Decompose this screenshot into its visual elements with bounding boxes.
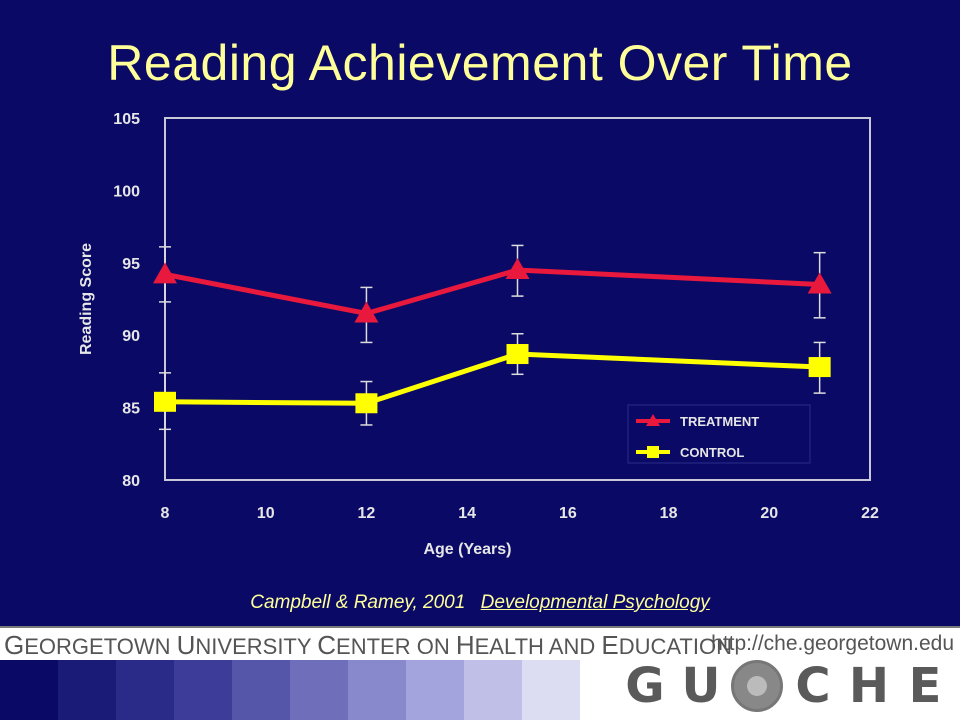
stripe bbox=[290, 660, 348, 720]
org-text-part: G bbox=[4, 630, 25, 660]
y-tick-label: 100 bbox=[113, 183, 140, 200]
footer-divider bbox=[0, 626, 960, 628]
logo-letter-h: H bbox=[848, 658, 890, 714]
logo-letter-g: G bbox=[625, 658, 665, 714]
logo-letter-c: C bbox=[795, 658, 831, 714]
org-text-part: ENTER ON bbox=[336, 634, 456, 659]
guche-logo: G U C H E bbox=[617, 658, 953, 714]
y-tick-label: 90 bbox=[122, 328, 140, 345]
stripe bbox=[464, 660, 522, 720]
legend-treatment-marker bbox=[646, 414, 660, 426]
x-tick-label: 12 bbox=[358, 505, 376, 522]
treatment-data-point bbox=[505, 258, 530, 280]
x-tick-label: 18 bbox=[660, 505, 678, 522]
x-tick-label: 22 bbox=[861, 505, 879, 522]
stripe bbox=[174, 660, 232, 720]
org-text-part: DUCATION bbox=[618, 634, 732, 659]
y-tick-label: 80 bbox=[122, 473, 140, 490]
x-tick-label: 8 bbox=[161, 505, 170, 522]
treatment-data-point bbox=[153, 262, 177, 284]
website-url[interactable]: http://che.georgetown.edu bbox=[711, 632, 954, 655]
treatment-data-point bbox=[354, 301, 379, 323]
control-data-point bbox=[506, 344, 529, 365]
org-text-part: NIVERSITY bbox=[195, 634, 318, 659]
treatment-data-point bbox=[807, 272, 832, 294]
y-axis-label: Reading Score bbox=[78, 243, 95, 355]
control-data-point bbox=[154, 391, 176, 412]
citation: Campbell & Ramey, 2001 Developmental Psy… bbox=[0, 592, 960, 614]
y-tick-label: 85 bbox=[122, 401, 140, 418]
control-data-point bbox=[355, 393, 378, 414]
stripe bbox=[116, 660, 174, 720]
stripe bbox=[58, 660, 116, 720]
logo-letter-e: E bbox=[908, 658, 942, 714]
x-tick-label: 10 bbox=[257, 505, 275, 522]
treatment-series-line bbox=[164, 267, 820, 317]
organization-name: GEORGETOWN UNIVERSITY CENTER ON HEALTH A… bbox=[4, 630, 732, 661]
stripe bbox=[232, 660, 290, 720]
logo-letter-u: U bbox=[681, 658, 721, 714]
legend-control-marker bbox=[647, 446, 659, 458]
org-text-part: H bbox=[455, 630, 475, 660]
x-tick-label: 16 bbox=[559, 505, 577, 522]
citation-authors: Campbell & Ramey, 2001 bbox=[250, 592, 466, 613]
stripe bbox=[348, 660, 406, 720]
org-text-part: E bbox=[601, 630, 619, 660]
line-chart: 80 85 90 95 100 105 8 10 12 14 16 18 20 22 Age (Years)… bbox=[78, 111, 879, 558]
control-data-point bbox=[808, 357, 831, 378]
org-text-part: EORGETOWN bbox=[24, 634, 177, 659]
stripe bbox=[0, 660, 58, 720]
footer-banner: GEORGETOWN UNIVERSITY CENTER ON HEALTH A… bbox=[0, 626, 960, 720]
plot-frame bbox=[164, 117, 871, 481]
control-series-line bbox=[164, 351, 820, 406]
university-seal-icon bbox=[731, 660, 783, 712]
y-tick-label: 105 bbox=[113, 111, 140, 128]
legend-control-label: CONTROL bbox=[680, 445, 744, 460]
stripe bbox=[522, 660, 580, 720]
x-axis-label: Age (Years) bbox=[423, 541, 511, 558]
citation-journal-link[interactable]: Developmental Psychology bbox=[480, 592, 710, 613]
color-stripes bbox=[0, 660, 580, 720]
x-tick-label: 14 bbox=[458, 505, 476, 522]
org-text-part: EALTH AND bbox=[474, 634, 602, 659]
plot-area: 80 85 90 95 100 105 8 10 12 14 16 18 20 22 Age (Years)… bbox=[78, 111, 879, 558]
slide-title: Reading Achievement Over Time bbox=[107, 35, 853, 91]
org-text-part: C bbox=[317, 630, 337, 660]
x-tick-label: 20 bbox=[760, 505, 778, 522]
y-tick-label: 95 bbox=[122, 256, 140, 273]
stripe bbox=[406, 660, 464, 720]
legend-box bbox=[627, 404, 811, 464]
org-text-part: U bbox=[176, 630, 196, 660]
legend-treatment-label: TREATMENT bbox=[680, 414, 759, 429]
